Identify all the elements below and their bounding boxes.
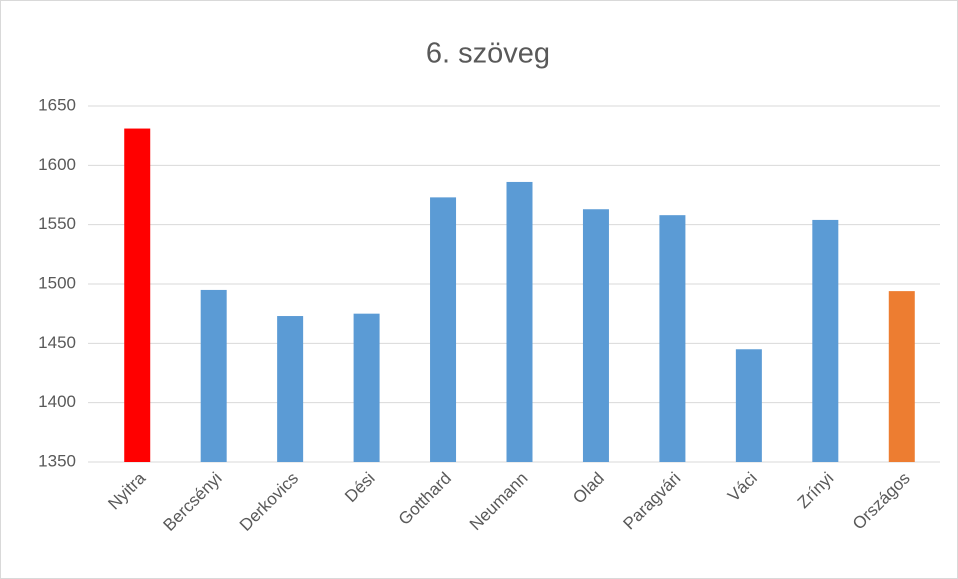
y-tick-label: 1550 bbox=[38, 214, 76, 233]
bar bbox=[888, 291, 915, 462]
y-tick-label: 1650 bbox=[38, 95, 76, 114]
bar bbox=[735, 349, 762, 462]
y-tick-label: 1600 bbox=[38, 155, 76, 174]
y-tick-label: 1350 bbox=[38, 451, 76, 470]
y-tick-label: 1400 bbox=[38, 392, 76, 411]
bar bbox=[430, 197, 457, 462]
bar bbox=[353, 313, 380, 462]
bar bbox=[200, 289, 227, 462]
y-tick-label: 1450 bbox=[38, 333, 76, 352]
bar bbox=[812, 219, 839, 462]
bar bbox=[277, 316, 304, 462]
bar bbox=[659, 215, 686, 462]
bar bbox=[124, 128, 151, 462]
bar bbox=[582, 209, 609, 462]
bar bbox=[506, 181, 533, 463]
chart-title: 6. szöveg bbox=[426, 38, 550, 70]
y-tick-label: 1500 bbox=[38, 273, 76, 292]
